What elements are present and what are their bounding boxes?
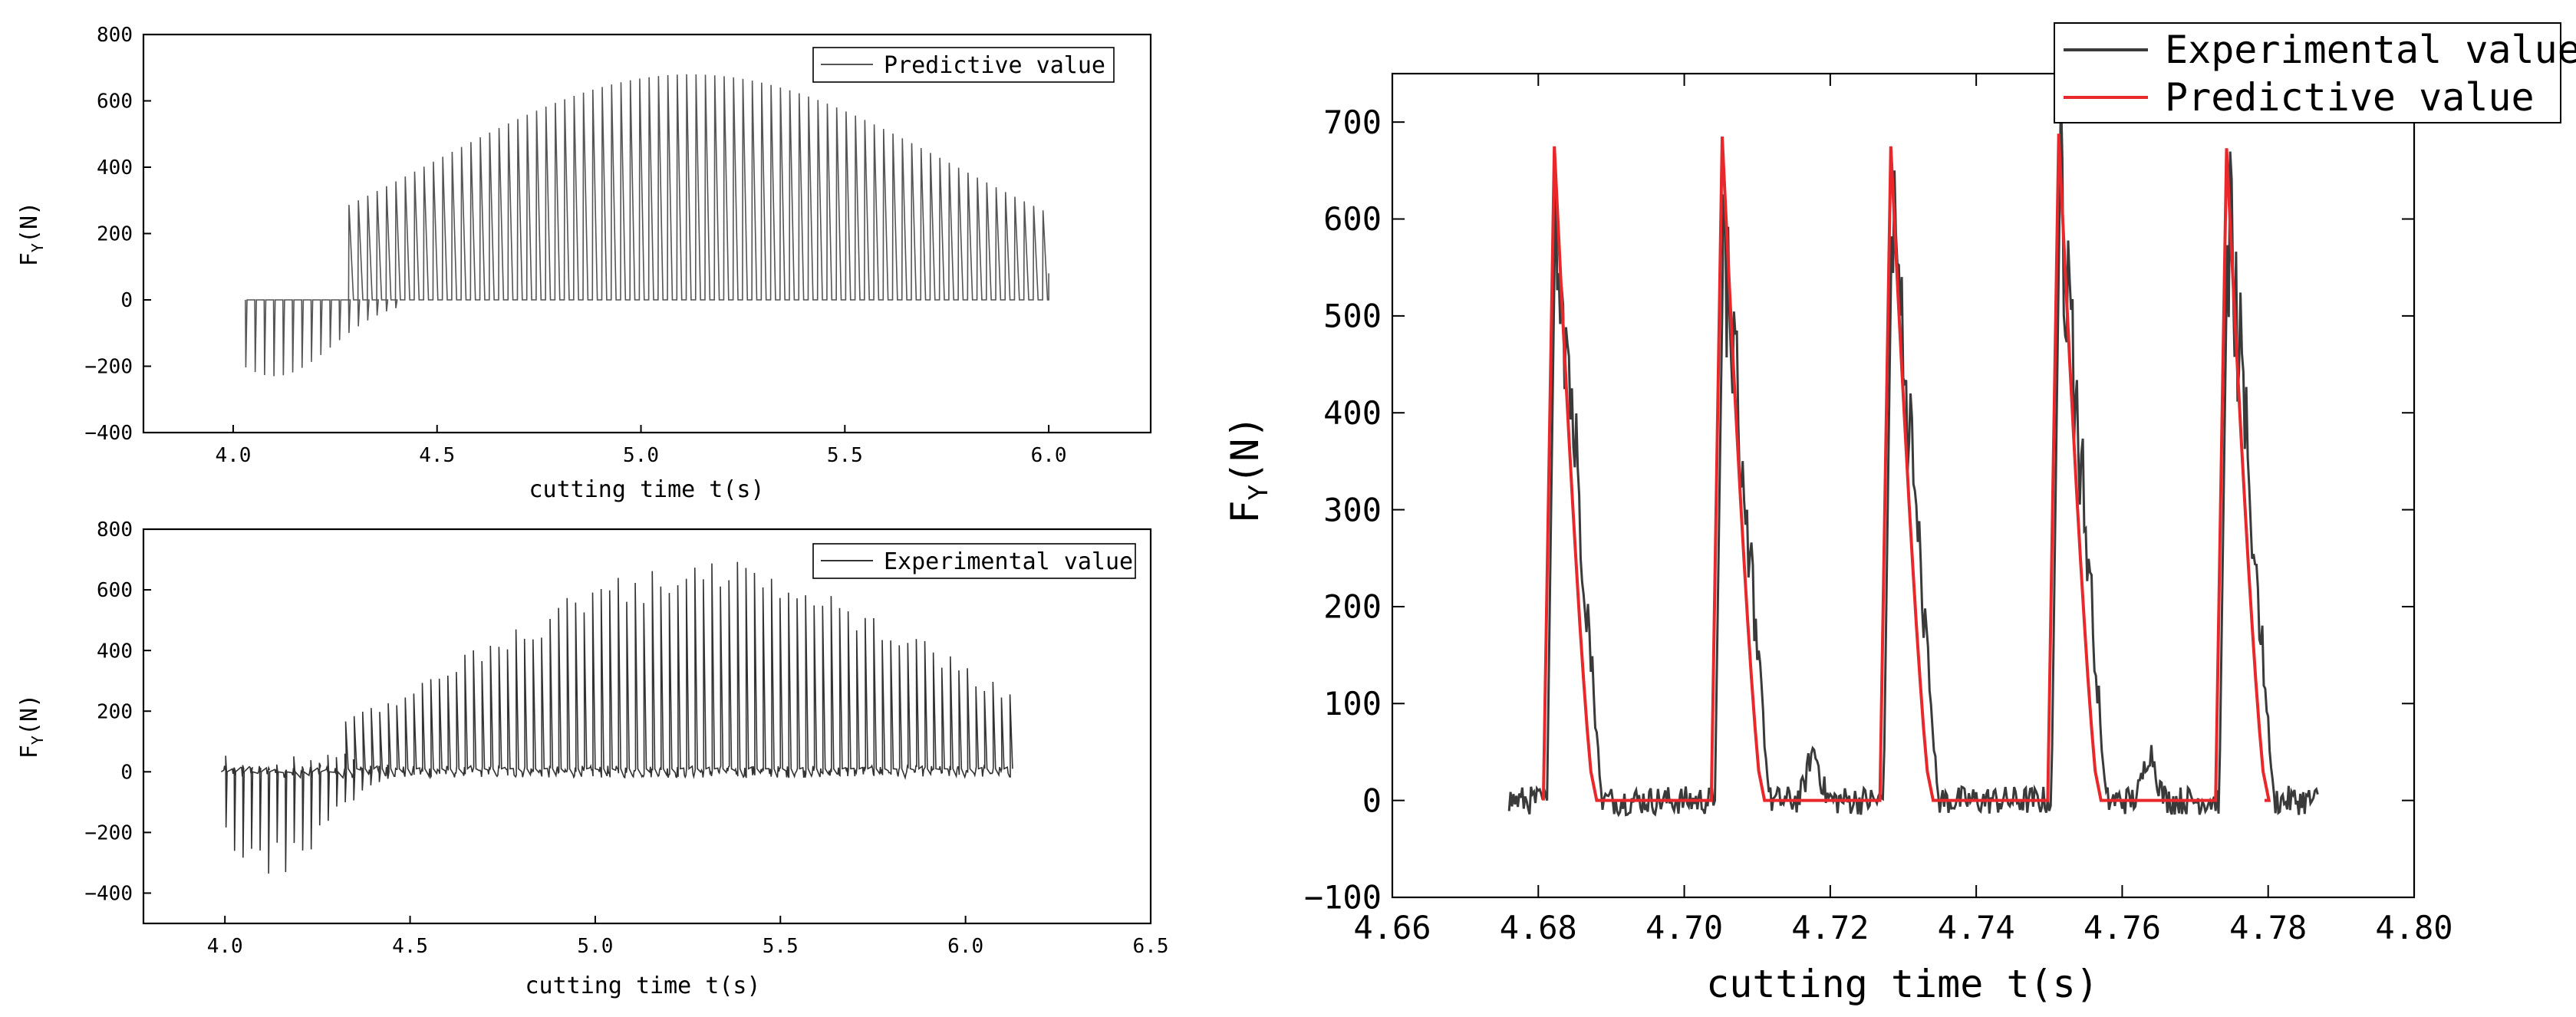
y-tick-label: 300 [1323,491,1382,528]
legend: Experimental value [812,543,1136,579]
y-tick-label: 400 [1323,394,1382,432]
legend-label-experimental: Experimental value [2165,28,2576,72]
x-tick-label: 4.74 [1938,909,2015,946]
x-tick-label: 4.80 [2375,909,2452,946]
x-tick-label: 6.5 [1133,935,1169,958]
x-tick-label: 4.72 [1791,909,1869,946]
x-tick-label: 5.0 [577,935,613,958]
series-experimental-line [220,561,1013,874]
y-tick-label: 800 [97,24,133,47]
chart-experimental-overview: 4.0 4.5 5.0 5.5 6.0 6.5−400−2000200400600800 … [16,518,1168,999]
y-tick-label: −200 [84,821,133,844]
chart-zoom-comparison: 4.66 4.68 4.70 4.72 4.74 4.76 4.78 4.80 −100 0 100… [1223,22,2576,1006]
x-tick-label: 4.5 [419,444,455,467]
x-tick-label: 4.78 [2229,909,2307,946]
y-axis-label-unit: (N) [16,694,43,736]
y-tick-label: −200 [84,356,133,379]
y-tick-label: −400 [84,883,133,906]
y-axis-label: FY(N) [16,202,47,266]
y-tick-label: 600 [1323,200,1382,238]
y-tick-label: 600 [97,91,133,114]
y-axis-label-unit: (N) [16,202,43,243]
y-tick-label: 600 [97,579,133,602]
x-tick-label: 4.66 [1353,909,1431,946]
legend: Predictive value [812,47,1115,83]
y-tick-label: 500 [1323,298,1382,335]
x-axis-label: cutting time t(s) [529,476,764,503]
y-tick-label: 800 [97,518,133,541]
series-experimental-line [1507,91,2319,818]
y-axis-label-sub: Y [28,243,47,252]
legend-box [2054,22,2561,123]
x-axis-label: cutting time t(s) [525,973,760,999]
y-tick-label: 0 [120,761,133,784]
legend: Experimental value Predictive value [2054,22,2576,123]
y-tick-label: 0 [1362,782,1382,819]
plot-frame [142,528,1152,925]
y-tick-label: 100 [1323,685,1382,722]
y-axis-label: FY(N) [1223,416,1274,524]
x-tick-label: 5.5 [763,935,799,958]
y-tick-label: 200 [97,700,133,723]
y-axis-label-sub: Y [28,736,47,745]
x-tick-label: 6.0 [1031,444,1067,467]
series-predictive-line [245,74,1049,377]
y-tick-label: −400 [84,422,133,445]
x-tick-label: 4.70 [1645,909,1723,946]
y-tick-label: 400 [97,640,133,663]
series-predictive-line [1541,133,2271,802]
x-tick-label: 4.0 [215,444,251,467]
plot-frame [1391,72,2416,899]
x-tick-label: 6.0 [947,935,983,958]
x-tick-label: 5.0 [623,444,659,467]
y-tick-label: 0 [120,289,133,312]
y-axis-label-unit: (N) [1223,416,1267,485]
y-tick-label: 200 [1323,588,1382,626]
x-tick-label: 4.76 [2084,909,2161,946]
x-axis-label: cutting time t(s) [1706,962,2099,1006]
y-tick-label: −100 [1304,879,1382,917]
y-axis-label-main: F [1223,500,1267,523]
chart-predictive-overview: 4.0 4.5 5.0 5.5 6.0 −400 −200 0 200 400 600 800 Pre… [16,24,1152,503]
y-tick-label: 700 [1323,104,1382,141]
y-tick-label: 400 [97,156,133,179]
y-tick-label: 200 [97,223,133,246]
legend-label-experimental: Experimental value [884,548,1133,575]
x-tick-label: 4.68 [1500,909,1577,946]
x-tick-label: 5.5 [827,444,863,467]
y-axis-label-sub: Y [1244,485,1274,500]
plot-frame [142,33,1152,434]
x-tick-label: 4.5 [392,935,428,958]
legend-label-predictive: Predictive value [2165,75,2535,120]
y-axis-label: FY(N) [16,694,47,759]
y-axis-label-main: F [16,745,43,759]
y-axis-label-main: F [16,252,43,266]
x-tick-label: 4.0 [207,935,243,958]
legend-label-predictive: Predictive value [884,52,1105,79]
